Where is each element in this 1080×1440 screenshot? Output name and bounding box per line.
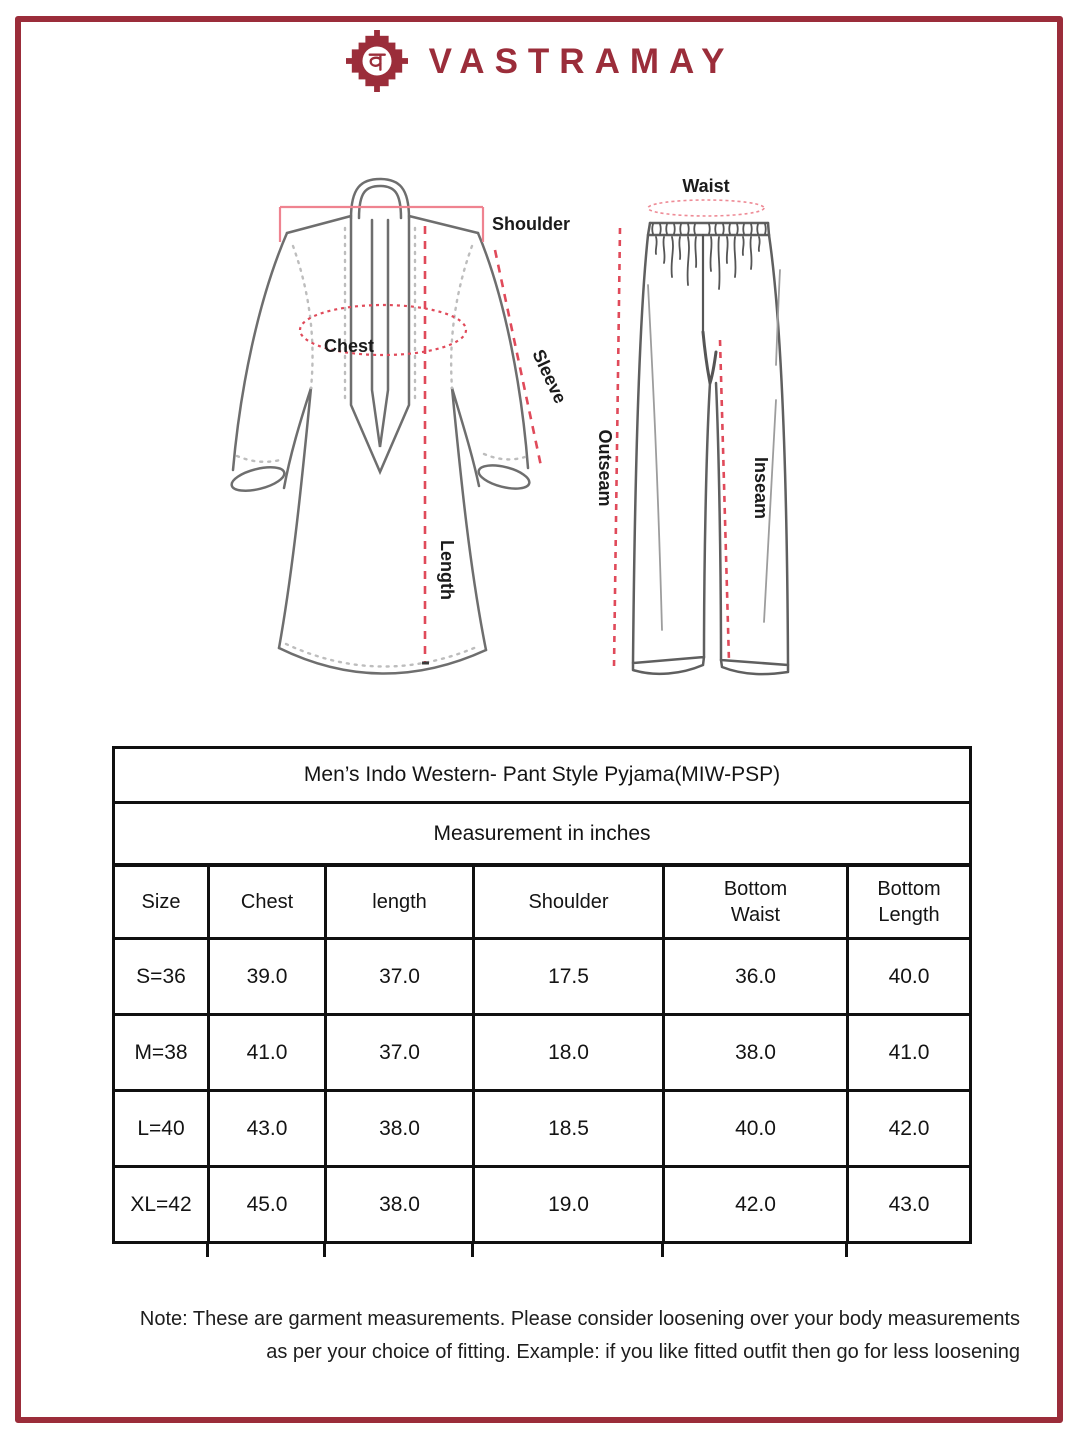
- chest-cell: 41.0: [207, 1013, 327, 1092]
- kurta-length-label: Length: [437, 540, 457, 600]
- vastramay-logo-icon: [345, 30, 408, 92]
- brand-name: VASTRAMAY: [428, 41, 735, 81]
- shoulder-cell: 19.0: [472, 1165, 665, 1244]
- shoulder-cell: 18.5: [472, 1089, 665, 1168]
- column-line-stub: [322, 1244, 326, 1257]
- chest-cell: 43.0: [207, 1089, 327, 1168]
- size-chart-table: Men’s Indo Western- Pant Style Pyjama(MI…: [111, 746, 973, 1244]
- bottom-waist-cell: 40.0: [662, 1089, 849, 1168]
- bottom-waist-cell: 38.0: [662, 1013, 849, 1092]
- pyjama-inseam-label: Inseam: [751, 457, 771, 519]
- kurta-stitch-dots: [235, 226, 527, 668]
- length-cell: 38.0: [324, 1089, 475, 1168]
- bottom-waist-cell: 36.0: [662, 937, 849, 1016]
- pyjama-sketch: [631, 221, 790, 676]
- length-cell: 38.0: [324, 1165, 475, 1244]
- brand-logo: VASTRAMAY: [0, 30, 1080, 92]
- measurement-note: Note: These are garment measurements. Pl…: [48, 1303, 1020, 1369]
- col-header-shoulder: Shoulder: [472, 863, 665, 940]
- length-cell: 37.0: [324, 1013, 475, 1092]
- size-cell: M=38: [112, 1013, 210, 1092]
- kurta-sketch: [230, 177, 531, 675]
- bottom-length-cell: 40.0: [845, 937, 973, 1016]
- size-cell: L=40: [112, 1089, 210, 1168]
- pyjama-fly-and-gathers: [651, 223, 767, 385]
- column-line-stub: [205, 1244, 209, 1257]
- table-row-s: S=36 39.0 37.0 17.5 36.0 40.0: [112, 937, 973, 1016]
- size-chart: Men’s Indo Western- Pant Style Pyjama(MI…: [111, 746, 973, 1257]
- length-cell: 37.0: [324, 937, 475, 1016]
- kurta-shoulder-label: Shoulder: [492, 214, 570, 234]
- kurta-measure-lines: [278, 205, 543, 665]
- col-header-bottom-length: Bottom Length: [845, 863, 973, 940]
- shoulder-cell: 17.5: [472, 937, 665, 1016]
- table-header-row: Size Chest length Shoulder Bottom Waist …: [112, 863, 973, 940]
- shoulder-cell: 18.0: [472, 1013, 665, 1092]
- devanagari-va-glyph: [368, 53, 386, 71]
- bottom-length-cell: 41.0: [845, 1013, 973, 1092]
- note-line-2: as per your choice of fitting. Example: …: [266, 1341, 1020, 1363]
- note-line-1: Note: These are garment measurements. Pl…: [139, 1308, 1020, 1330]
- table-row-l: L=40 43.0 38.0 18.5 40.0 42.0: [112, 1089, 973, 1168]
- pyjama-outseam-label: Outseam: [595, 429, 615, 506]
- table-subtitle: Measurement in inches: [111, 801, 973, 867]
- bottom-waist-cell: 42.0: [662, 1165, 849, 1244]
- garment-measurement-diagram: Shoulder Chest Sleeve Length: [230, 176, 790, 676]
- col-header-length: length: [324, 863, 475, 940]
- column-line-stub: [470, 1244, 474, 1257]
- table-row-m: M=38 41.0 37.0 18.0 38.0 41.0: [112, 1013, 973, 1092]
- col-header-chest: Chest: [207, 863, 327, 940]
- column-line-stub: [844, 1244, 848, 1257]
- table-title: Men’s Indo Western- Pant Style Pyjama(MI…: [111, 746, 973, 804]
- bottom-length-cell: 42.0: [845, 1089, 973, 1168]
- pyjama-measure-lines: [612, 199, 765, 668]
- table-subtitle-row: Measurement in inches: [111, 801, 973, 867]
- pyjama-crease-lines: [647, 269, 781, 631]
- col-header-bottom-waist: Bottom Waist: [662, 863, 849, 940]
- table-row-xl: XL=42 45.0 38.0 19.0 42.0 43.0: [112, 1165, 973, 1244]
- column-line-stub: [660, 1244, 664, 1257]
- table-title-row: Men’s Indo Western- Pant Style Pyjama(MI…: [111, 746, 973, 804]
- chest-cell: 39.0: [207, 937, 327, 1016]
- kurta-sleeve-label: Sleeve: [528, 346, 570, 406]
- bottom-length-cell: 43.0: [845, 1165, 973, 1244]
- size-cell: S=36: [112, 937, 210, 1016]
- pyjama-waist-label: Waist: [682, 176, 729, 196]
- size-cell: XL=42: [112, 1165, 210, 1244]
- chest-cell: 45.0: [207, 1165, 327, 1244]
- col-header-size: Size: [112, 863, 210, 940]
- kurta-chest-label: Chest: [324, 336, 374, 356]
